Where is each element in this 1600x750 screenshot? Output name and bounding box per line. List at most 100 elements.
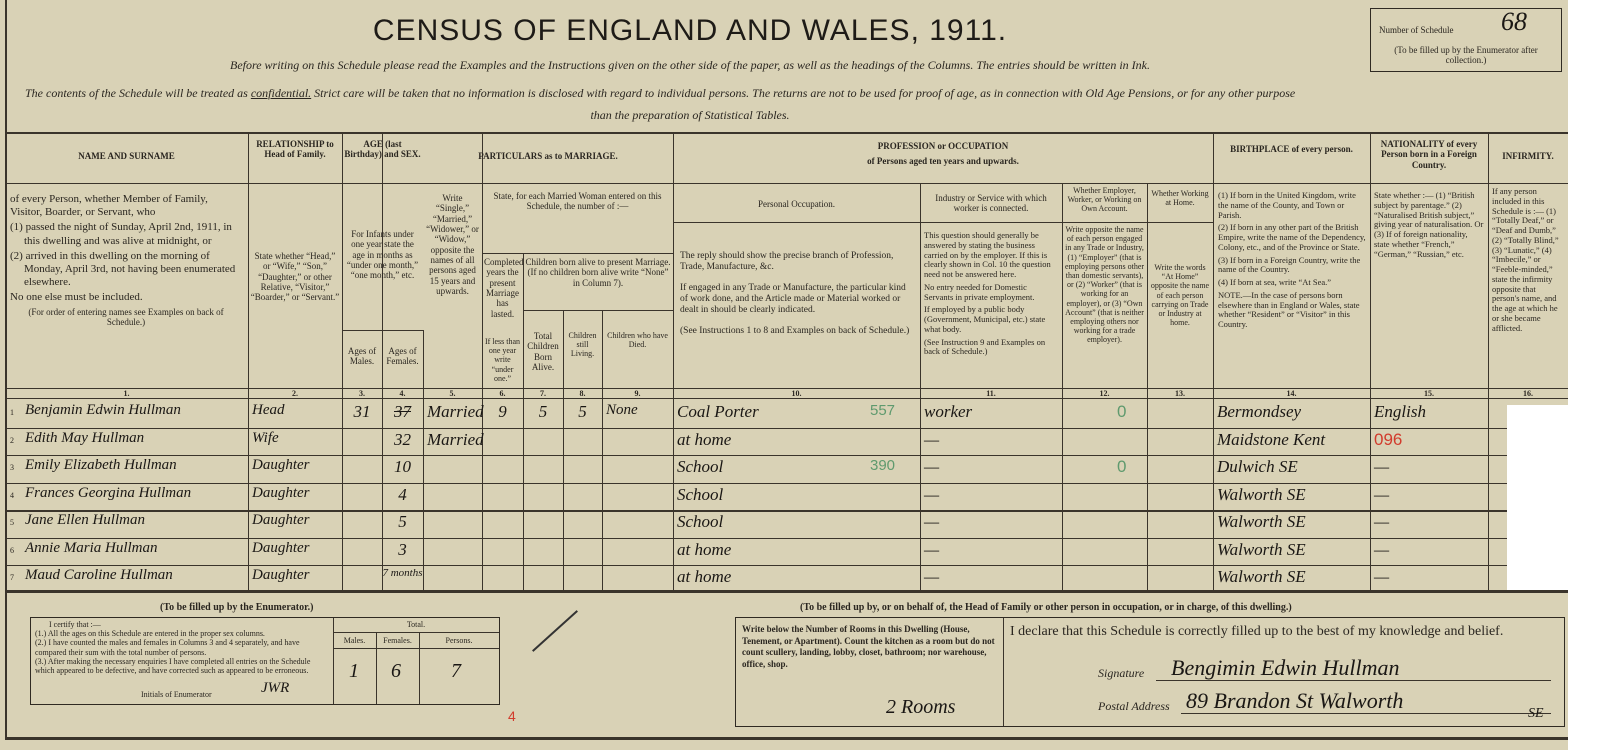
cell-employer: 0 (1117, 457, 1127, 476)
certify-1: (1.) All the ages on this Schedule are e… (35, 629, 265, 639)
industry-industry_desc_4: (See Instruction 9 and Examples on back … (924, 336, 1046, 357)
rule (248, 132, 249, 590)
occupation-code: 557 (870, 402, 896, 419)
personal-occupation-personal_occ_desc_1: The reply should show the precise branch… (680, 251, 894, 272)
instruction-line: Before writing on this Schedule please r… (230, 58, 1150, 72)
cell-relationship: Daughter (252, 512, 310, 528)
rule (1370, 132, 1371, 590)
married-woman-header: State, for each Married Woman entered on… (493, 191, 662, 212)
age-instructions: For Infants under one year state the age… (346, 229, 419, 281)
cell-birthplace: Walworth SE (1217, 567, 1306, 586)
nationality-instructions: State whether :— (1) “British subject by… (1374, 190, 1484, 259)
total-label: Total. (406, 620, 426, 629)
blank-margin (1568, 0, 1600, 750)
cell-relationship: Daughter (252, 539, 310, 556)
cell-name: Edith May Hullman (25, 429, 145, 446)
column-number-4: 4. (399, 389, 406, 398)
cell-name: Emily Elizabeth Hullman (25, 457, 177, 473)
header-employer: Whether Employer, Worker, or Working on … (1067, 186, 1142, 214)
signature-value[interactable]: Bengimin Edwin Hullman (1171, 655, 1400, 680)
confidential-word: confidential. (250, 86, 312, 100)
cell-relationship: Wife (252, 429, 279, 446)
cell-age-female: 3 (398, 539, 407, 559)
birthplace-birthplace_note: NOTE.—In the case of persons born elsewh… (1218, 289, 1360, 330)
red-mark: 4 (508, 708, 516, 724)
cell-birthplace: Dulwich SE (1217, 457, 1298, 476)
header-relationship: RELATIONSHIP to Head of Family. (256, 139, 334, 160)
infirmity-instructions: If any person included in this Schedule … (1492, 186, 1559, 333)
cell-relationship: Daughter (252, 484, 310, 501)
personal-occupation-personal_occ_desc_2: If engaged in any Trade or Manufacture, … (680, 282, 906, 315)
address-label: Postal Address (1098, 699, 1170, 713)
cell-industry: — (924, 567, 940, 586)
cell-age-female: 10 (394, 457, 411, 476)
header-infirmity: INFIRMITY. (1502, 151, 1554, 161)
table-row (5, 428, 1568, 456)
birthplace-instructions: (1) If born in the United Kingdom, write… (1216, 190, 1368, 385)
address-value[interactable]: 89 Brandon St Walworth (1186, 688, 1404, 713)
rule (5, 388, 1568, 389)
rule (920, 183, 921, 590)
row-number: 7 (10, 573, 14, 582)
header-industry: Industry or Service with which worker is… (935, 193, 1047, 214)
total-males: 1 (349, 660, 359, 682)
rule (482, 132, 483, 590)
row-number: 2 (10, 435, 14, 445)
rule (5, 455, 1568, 456)
header-nationality: NATIONALITY of every Person born in a Fo… (1380, 139, 1478, 170)
cell-employer: 0 (1117, 402, 1127, 421)
row-number: 6 (10, 545, 14, 555)
cell-nationality: — (1374, 512, 1390, 531)
header-children-born: Children born alive to present Marriage.… (525, 257, 671, 288)
confidential-text: The contents of the Schedule will be tre… (25, 86, 248, 100)
cell-died: None (606, 402, 638, 418)
industry-instructions: This question should generally be answer… (922, 230, 1060, 385)
rule (342, 330, 423, 331)
rule (1062, 183, 1063, 590)
cell-age-male: 31 (353, 402, 371, 421)
cell-relationship: Daughter (252, 567, 310, 583)
rule (673, 132, 674, 590)
birthplace-birthplace_desc_2: (2) If born in any other part of the Bri… (1218, 222, 1366, 252)
enumerator-box: I certify that :— (1.) All the ages on t… (30, 617, 500, 705)
header-profession-sub: of Persons aged ten years and upwards. (867, 156, 1019, 166)
rooms-value[interactable]: 2 Rooms (886, 696, 956, 718)
cell-name: Jane Ellen Hullman (25, 512, 145, 528)
header-still-living: Children still Living. (568, 331, 597, 359)
table-row (5, 400, 1568, 428)
declaration-text: I declare that this Schedule is correctl… (1010, 624, 1504, 639)
header-profession: PROFESSION or OCCUPATION (877, 141, 1009, 151)
certify-3: (3.) After making the necessary enquirie… (35, 656, 311, 675)
cell-birthplace: Bermondsey (1217, 402, 1302, 421)
rule (523, 388, 524, 590)
cell-age-female: 32 (394, 429, 411, 449)
cell-birthplace: Walworth SE (1217, 484, 1306, 504)
certify-heading: I certify that :— (49, 620, 101, 629)
confidential-text-3: than the preparation of Statistical Tabl… (590, 108, 790, 122)
cell-birthplace: Maidstone Kent (1217, 429, 1326, 449)
head-section-heading: (To be filled up by, or on behalf of, th… (800, 602, 1292, 613)
cell-born: 5 (538, 402, 548, 421)
header-age: AGE (last Birthday) and SEX. (344, 139, 421, 160)
cell-age-female: 4 (398, 484, 407, 504)
name-instruction-name_desc_4: (For order of entering names see Example… (28, 306, 224, 328)
row-number: 4 (10, 490, 14, 500)
cell-occupation: Coal Porter (677, 402, 759, 421)
column-number-9: 9. (634, 389, 641, 398)
cell-industry: — (924, 512, 940, 531)
column-number-1: 1. (123, 389, 130, 398)
cell-marital: Married (427, 402, 484, 421)
column-number-7: 7. (540, 389, 546, 398)
column-number-8: 8. (579, 389, 586, 398)
rule (5, 132, 1568, 134)
cell-age-female: 7 months (382, 567, 423, 579)
page-title: CENSUS OF ENGLAND AND WALES, 1911. (372, 14, 1008, 47)
name-instruction-name_desc_2: (2) arrived in this dwelling on the morn… (10, 249, 236, 289)
cell-age-female: 5 (398, 512, 407, 531)
name-instruction-name_desc: of every Person, whether Member of Famil… (10, 193, 208, 219)
rule (5, 565, 1568, 566)
rule (5, 183, 1568, 184)
header-at-home: Whether Working at Home. (1151, 189, 1209, 208)
address-value-2: SE (1528, 706, 1544, 721)
rule (5, 427, 1568, 429)
